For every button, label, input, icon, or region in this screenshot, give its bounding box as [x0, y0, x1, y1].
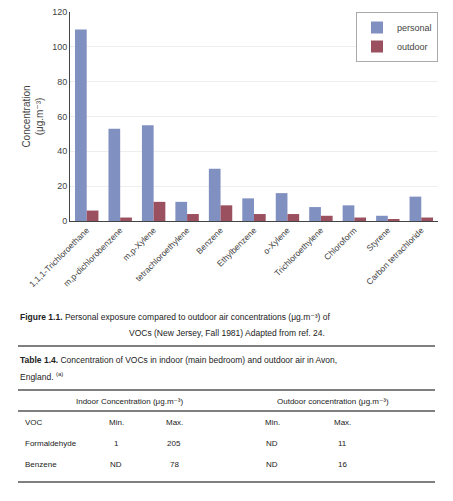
svg-text:120: 120	[52, 7, 67, 17]
svg-text:Outdoor concentration (μg.m⁻³): Outdoor concentration (μg.m⁻³)	[277, 397, 389, 406]
svg-text:Indoor Concentration (μg.m⁻³): Indoor Concentration (μg.m⁻³)	[76, 397, 183, 406]
svg-text:100: 100	[52, 42, 67, 52]
svg-text:VOC: VOC	[25, 418, 43, 427]
svg-text:Formaldehyde: Formaldehyde	[25, 439, 77, 448]
svg-text:England. ​(a)​: England. ​(a)​	[20, 371, 63, 382]
svg-text:Carbon tetrachloride: Carbon tetrachloride	[364, 225, 426, 287]
svg-text:Styrene: Styrene	[364, 225, 392, 253]
svg-text:78: 78	[170, 460, 179, 469]
svg-text:Min.: Min.	[265, 418, 280, 427]
svg-text:205: 205	[167, 439, 181, 448]
svg-text:personal: personal	[397, 23, 432, 33]
svg-text:ND: ND	[110, 460, 122, 469]
svg-text:outdoor: outdoor	[397, 42, 428, 52]
svg-text:ND: ND	[266, 439, 278, 448]
svg-text:VOCs (New Jersey, Fall 1981) A: VOCs (New Jersey, Fall 1981) Adapted fro…	[129, 328, 325, 338]
svg-text:Max.: Max.	[334, 418, 351, 427]
svg-text:Table 1.4. Concentration of VO: Table 1.4. Concentration of VOCs in indo…	[20, 355, 337, 365]
svg-text:16: 16	[338, 460, 347, 469]
svg-text:1,1,1-Trichloroethane: 1,1,1-Trichloroethane	[27, 225, 91, 289]
svg-text:Figure 1.1. Personal exposure: Figure 1.1. Personal exposure compared t…	[20, 312, 331, 322]
svg-text:Chloroform: Chloroform	[322, 225, 359, 262]
svg-text:Ethylbenzene: Ethylbenzene	[215, 225, 259, 269]
svg-text:0: 0	[62, 216, 67, 226]
svg-text:Benzene: Benzene	[25, 460, 57, 469]
svg-text:tetrachloroethylene: tetrachloroethylene	[133, 225, 191, 283]
svg-text:Trichloroethylene: Trichloroethylene	[272, 225, 325, 278]
svg-text:Max.: Max.	[166, 418, 183, 427]
svg-text:40: 40	[57, 146, 67, 156]
svg-text:80: 80	[57, 77, 67, 87]
svg-text:Concentration(μg.m⁻³): Concentration(μg.m⁻³)	[21, 85, 45, 147]
svg-text:m,p-dichlorobenzene: m,p-dichlorobenzene	[61, 225, 124, 288]
svg-text:11: 11	[338, 439, 347, 448]
svg-text:Benzene: Benzene	[194, 225, 225, 256]
svg-text:ND: ND	[266, 460, 278, 469]
svg-text:o-Xylene: o-Xylene	[261, 225, 292, 256]
svg-text:Min.: Min.	[109, 418, 124, 427]
svg-text:20: 20	[57, 181, 67, 191]
svg-text:1: 1	[114, 439, 119, 448]
svg-text:m,p-Xylene: m,p-Xylene	[121, 225, 159, 263]
svg-text:60: 60	[57, 112, 67, 122]
